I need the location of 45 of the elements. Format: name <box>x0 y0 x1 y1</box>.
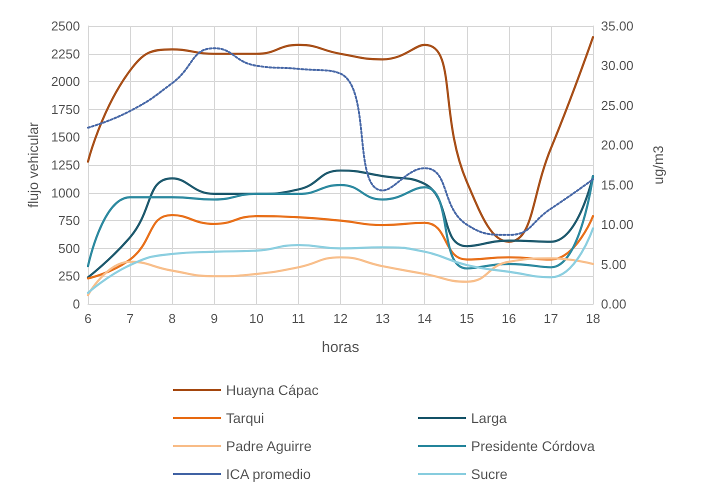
y2-tick-label: 35.00 <box>601 18 634 34</box>
y2-tick-label: 25.00 <box>601 98 634 113</box>
y-tick-label: 2500 <box>51 18 80 34</box>
y-tick-label: 500 <box>58 240 80 256</box>
legend-label: Tarqui <box>226 410 264 426</box>
line-series <box>86 214 594 280</box>
x-tick-label: 9 <box>210 311 218 326</box>
y-tick-label: 2000 <box>51 74 80 90</box>
x-tick-label: 15 <box>460 311 474 326</box>
legend-label: Larga <box>471 410 508 426</box>
legend-label: Presidente Córdova <box>471 438 595 454</box>
y2-tick-label: 0.00 <box>601 296 626 312</box>
y-tick-label: 1750 <box>51 102 80 117</box>
y-tick-label: 1500 <box>51 130 80 145</box>
y2-tick-label: 5.00 <box>601 256 626 272</box>
x-tick-label: 7 <box>126 311 134 326</box>
y2-tick-label: 10.00 <box>601 217 634 232</box>
x-tick-label: 6 <box>84 311 92 326</box>
x-tick-label: 13 <box>375 311 390 326</box>
y-axis-title: flujo vehicular <box>25 122 41 208</box>
x-tick-label: 16 <box>502 311 516 326</box>
line-series <box>86 256 594 296</box>
y-tick-label: 750 <box>58 213 80 228</box>
y2-axis-title: ug/m3 <box>650 145 666 184</box>
x-tick-label: 12 <box>333 311 348 326</box>
legend-label: ICA promedio <box>226 466 312 482</box>
x-tick-label: 10 <box>249 311 264 326</box>
y-tick-label: 250 <box>58 268 80 284</box>
y-tick-label: 0 <box>72 296 80 312</box>
y2-tick-label: 20.00 <box>601 138 634 153</box>
x-tick-label: 17 <box>544 311 558 326</box>
x-axis-title: horas <box>322 339 360 356</box>
x-tick-label: 18 <box>586 311 600 326</box>
x-tick-label: 8 <box>168 311 176 326</box>
y-tick-label: 1250 <box>51 158 80 172</box>
legend-label: Padre Aguirre <box>226 438 312 454</box>
y2-tick-label: 30.00 <box>601 58 634 74</box>
line-series <box>86 227 594 294</box>
legend-label: Huayna Cápac <box>226 382 319 398</box>
legend-label: Sucre <box>471 466 508 482</box>
y-tick-label: 1000 <box>51 185 80 200</box>
y-tick-label: 2250 <box>51 46 80 62</box>
x-tick-label: 11 <box>292 311 306 326</box>
y2-tick-label: 15.00 <box>601 177 634 192</box>
x-tick-label: 14 <box>417 311 432 326</box>
